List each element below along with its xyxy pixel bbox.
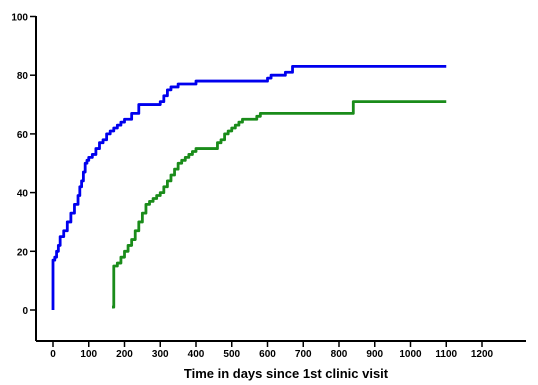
series-line-2: [111, 100, 447, 309]
y-tick-label: 0: [22, 306, 28, 317]
x-tick-label: 500: [223, 349, 240, 360]
series-layer: [51, 64, 447, 310]
x-tick-label: 900: [366, 349, 383, 360]
y-tick-label: 80: [17, 71, 29, 82]
x-tick-label: 300: [152, 349, 169, 360]
x-tick-label: 800: [331, 349, 348, 360]
x-axis-title: Time in days since 1st clinic visit: [184, 366, 389, 381]
x-tick-label: 1100: [435, 349, 457, 360]
x-tick-label: 1200: [471, 349, 494, 360]
x-tick-label: 400: [188, 349, 205, 360]
y-tick-label: 100: [11, 13, 28, 24]
x-tick-label: 0: [50, 349, 56, 360]
x-ticks: 0 100 200 300 400 500 600 700 800 900 1000 1100 1200: [50, 341, 494, 360]
y-ticks: 0 20 40 60 80 100: [11, 13, 36, 317]
y-tick-label: 20: [17, 247, 29, 258]
y-tick-label: 60: [17, 130, 29, 141]
x-tick-label: 600: [259, 349, 276, 360]
x-tick-label: 1000: [399, 349, 422, 360]
series-line-1: [51, 64, 447, 310]
x-tick-label: 100: [80, 349, 97, 360]
x-tick-label: 200: [116, 349, 133, 360]
y-tick-label: 40: [17, 189, 29, 200]
x-tick-label: 700: [295, 349, 312, 360]
